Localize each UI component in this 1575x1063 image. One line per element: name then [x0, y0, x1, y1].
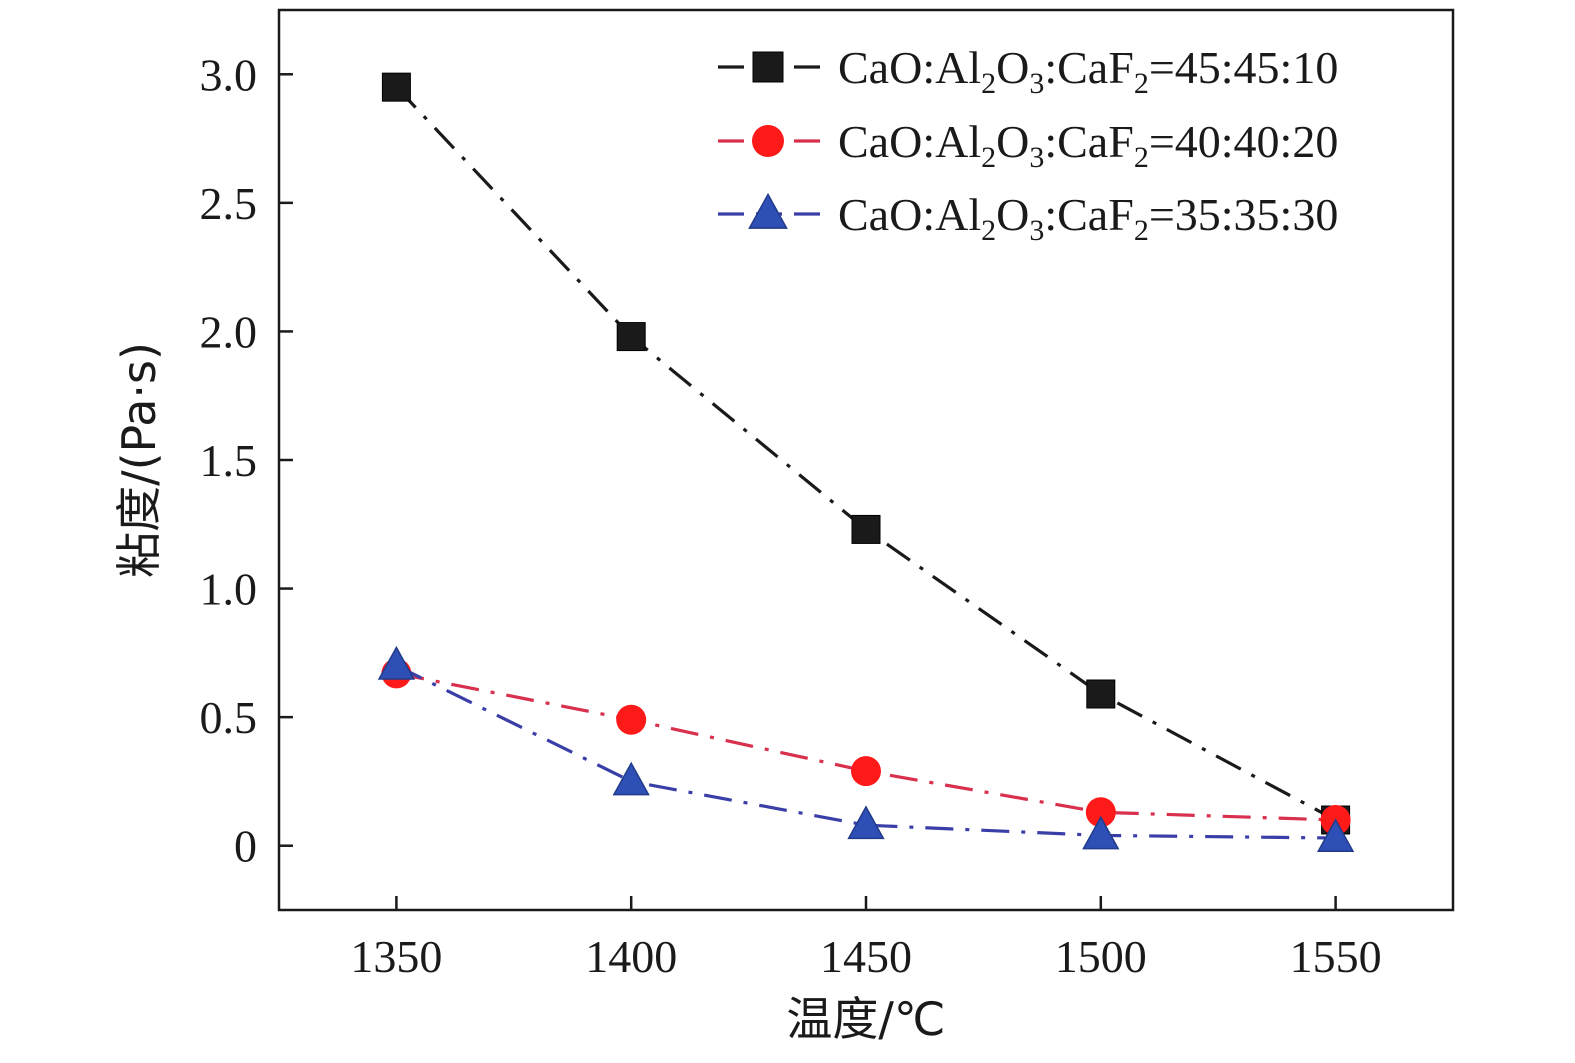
- legend-label-0-part-g: =45:45:10: [1149, 42, 1339, 93]
- legend: CaO:Al2O3:CaF2=45:45:10CaO:Al2O3:CaF2=40…: [718, 42, 1338, 247]
- x-tick-label-0: 1350: [350, 931, 442, 982]
- x-axis-title: 温度/℃: [786, 992, 945, 1046]
- series-1-point-3: [1085, 797, 1116, 828]
- series-2-point-1: [612, 761, 650, 796]
- legend-marker-2: [748, 192, 788, 229]
- legend-label-0-part-f: 2: [1134, 67, 1149, 100]
- series-1-point-1: [616, 704, 647, 735]
- legend-label-1-part-f: 2: [1134, 141, 1149, 174]
- legend-label-0-part-d: 3: [1029, 67, 1044, 100]
- x-tick-label-1: 1400: [585, 931, 677, 982]
- legend-label-1: CaO:Al2O3:CaF2=40:40:20: [838, 116, 1338, 174]
- legend-label-0: CaO:Al2O3:CaF2=45:45:10: [838, 42, 1338, 100]
- y-tick-label-6: 3.0: [200, 49, 258, 100]
- y-tick-label-1: 0.5: [200, 692, 258, 743]
- x-tick-label-2: 1450: [820, 931, 912, 982]
- legend-marker-1: [752, 125, 784, 157]
- series-0-point-1: [616, 322, 646, 352]
- legend-label-0-part-e: :CaF: [1044, 42, 1133, 93]
- legend-label-0-part-c: O: [996, 42, 1029, 93]
- series-0-line: [395, 86, 1337, 822]
- y-tick-label-5: 2.5: [200, 178, 258, 229]
- series-0: [381, 72, 1351, 835]
- y-axis-title: 粘度/(Pa·s): [112, 342, 166, 578]
- series-2-point-4: [1316, 818, 1355, 852]
- x-tick-label-4: 1550: [1290, 931, 1382, 982]
- legend-marker-0: [752, 51, 784, 83]
- legend-label-2: CaO:Al2O3:CaF2=35:35:30: [838, 189, 1338, 247]
- series-0-point-3: [1086, 679, 1116, 709]
- y-tick-label-0: 0: [234, 821, 257, 872]
- series-1-line: [396, 671, 1336, 822]
- legend-label-2-part-g: =35:35:30: [1149, 189, 1339, 240]
- y-tick-label-3: 1.5: [200, 435, 258, 486]
- legend-label-2-part-d: 3: [1029, 214, 1044, 247]
- legend-label-2-part-a: CaO:Al: [838, 189, 981, 240]
- series-0-point-0: [381, 72, 411, 102]
- y-tick-label-2: 1.0: [200, 564, 258, 615]
- legend-label-2-part-e: :CaF: [1044, 189, 1133, 240]
- legend-label-0-part-b: 2: [981, 67, 996, 100]
- legend-label-2-part-f: 2: [1134, 214, 1149, 247]
- series-0-point-2: [851, 514, 881, 544]
- axis-ticks: 1350 1400 1450 1500 1550 0 0.5 1.0 1.5 2.0 2.5 3.0: [200, 49, 1382, 982]
- legend-label-1-part-g: =40:40:20: [1149, 116, 1339, 167]
- legend-label-0-part-a: CaO:Al: [838, 42, 981, 93]
- legend-label-1-part-b: 2: [981, 141, 996, 174]
- x-tick-label-3: 1500: [1055, 931, 1147, 982]
- y-tick-label-4: 2.0: [200, 306, 258, 357]
- series-2-point-0: [377, 645, 416, 680]
- legend-label-1-part-e: :CaF: [1044, 116, 1133, 167]
- legend-label-2-part-b: 2: [981, 214, 996, 247]
- legend-label-1-part-d: 3: [1029, 141, 1044, 174]
- series-2: [377, 645, 1355, 852]
- series-2-line: [395, 664, 1336, 840]
- legend-label-1-part-c: O: [996, 116, 1029, 167]
- series-group: [377, 72, 1355, 852]
- series-1-point-2: [851, 756, 881, 787]
- legend-label-1-part-a: CaO:Al: [838, 116, 981, 167]
- legend-label-2-part-c: O: [996, 189, 1029, 240]
- series-2-point-2: [847, 805, 885, 840]
- series-2-point-3: [1082, 815, 1120, 850]
